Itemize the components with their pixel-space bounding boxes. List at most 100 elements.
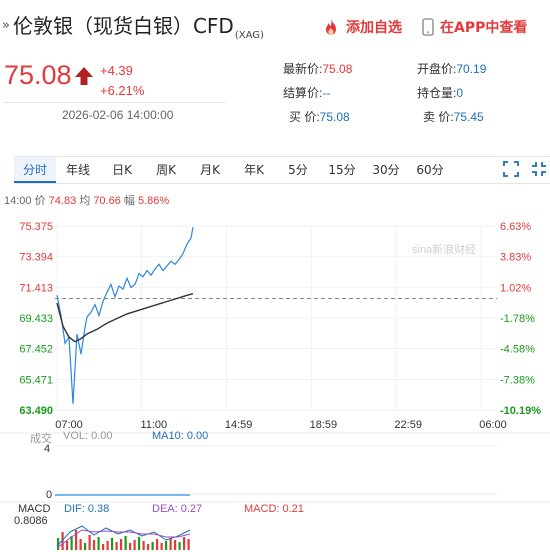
tab-15min[interactable]: 15分 [328, 163, 356, 177]
average-line [56, 293, 194, 343]
stat-open: 开盘价:70.19 [417, 60, 486, 77]
y-tick-label: 71.413 [19, 282, 53, 294]
fullscreen-icon[interactable] [502, 160, 520, 178]
y-tick-label: 73.394 [19, 252, 53, 264]
stat-latest-label: 最新价: [283, 62, 323, 76]
stat-bid-label: 买 价: [289, 110, 320, 124]
macd-bar [138, 537, 141, 550]
price-line [56, 227, 194, 404]
collapse-icon[interactable] [530, 160, 548, 178]
stat-ask: 卖 价:75.45 [423, 108, 484, 125]
chart-series [56, 227, 194, 404]
stat-latest: 最新价:75.08 [283, 60, 352, 77]
percent-axis: 6.63% 3.83% 1.02% -1.78% -4.58% -7.38% -10.19% [500, 221, 541, 417]
macd-bar [160, 543, 163, 550]
tab-yearline[interactable]: 年线 [65, 163, 90, 177]
tab-intraday[interactable]: 分时 [14, 157, 56, 183]
open-in-app-label: 在APP中查看 [440, 20, 528, 36]
change-value: +4.39 [100, 63, 133, 78]
tab-monthly-k[interactable]: 月K [200, 163, 220, 177]
stat-open-interest: 持仓量:0 [417, 84, 463, 101]
volume-vol: VOL: 0.00 [63, 430, 113, 442]
info-time: 14:00 [4, 195, 32, 207]
macd-value: MACD: 0.21 [244, 503, 304, 515]
percent-tick-label: 1.02% [500, 282, 531, 294]
arrow-up-icon [75, 67, 93, 85]
stat-bid: 买 价:75.08 [289, 108, 350, 125]
stat-ask-label: 卖 价: [423, 110, 454, 124]
info-amp-label: 幅 [123, 195, 135, 207]
chart-period-tabs: 分时 年线 日K 周K 月K 年K 5分 15分 30分 60分 [14, 156, 550, 184]
tab-5min[interactable]: 5分 [288, 163, 308, 177]
macd-bar [187, 539, 190, 550]
macd-bar [102, 544, 105, 550]
info-price: 74.83 [48, 195, 77, 207]
chart-grid [55, 225, 497, 411]
macd-bar [165, 541, 168, 550]
x-tick-label: 14:59 [225, 419, 253, 431]
macd-bar [115, 542, 118, 550]
tab-yearly-k[interactable]: 年K [244, 163, 264, 177]
x-tick-label: 22:59 [394, 419, 422, 431]
macd-bar [133, 540, 136, 550]
percent-tick-label: -1.78% [500, 313, 535, 325]
tab-60min[interactable]: 60分 [416, 163, 444, 177]
double-chevron-icon: » [2, 18, 10, 33]
macd-bar [120, 539, 123, 550]
title-text: 伦敦银（现货白银）CFD [12, 14, 234, 38]
x-tick-label: 07:00 [55, 419, 83, 431]
macd-bar [111, 538, 114, 550]
percent-tick-label: -7.38% [500, 374, 535, 386]
macd-panel [0, 501, 550, 550]
chart-watermark: sina新浪财经 [412, 242, 476, 256]
open-in-app-button[interactable]: 在APP中查看 [422, 17, 527, 37]
title-subtitle: (XAG) [234, 30, 264, 41]
macd-axis-top: 0.8086 [14, 515, 48, 527]
percent-tick-label: 3.83% [500, 252, 531, 264]
macd-bar [106, 541, 109, 550]
stat-oi-value: 0 [456, 86, 464, 100]
volume-label: 成交 [30, 433, 52, 445]
macd-bar [61, 532, 64, 550]
volume-axis-top: 4 [44, 443, 51, 455]
price-axis: 75.375 73.394 71.413 69.433 67.452 65.471 63.4… [19, 221, 53, 417]
divider [3, 102, 225, 103]
macd-bar [151, 542, 154, 550]
crosshair-info: 14:00 价 74.83 均 70.66 幅 5.86% [4, 192, 169, 208]
add-favorite-button[interactable]: 添加自选 [322, 17, 402, 37]
y-tick-label: 69.433 [19, 313, 53, 325]
y-tick-label: 67.452 [19, 344, 53, 356]
macd-bar [129, 543, 132, 550]
macd-bar [79, 539, 82, 550]
stat-oi-label: 持仓量: [417, 86, 457, 100]
current-price: 75.08 [4, 60, 72, 90]
macd-bar [156, 539, 159, 550]
change-percent: +6.21% [100, 83, 145, 98]
macd-dif: DIF: 0.38 [64, 503, 110, 515]
x-tick-label: 11:00 [140, 419, 167, 431]
flame-icon [326, 19, 336, 35]
macd-bar [142, 541, 145, 550]
tab-30min[interactable]: 30分 [372, 163, 400, 177]
macd-bar [84, 543, 87, 550]
volume-ma10: MA10: 0.00 [152, 430, 209, 442]
x-tick-label: 06:00 [479, 419, 507, 431]
percent-tick-label: -10.19% [500, 405, 541, 417]
volume-axis-bottom: 0 [46, 489, 53, 501]
add-favorite-label: 添加自选 [346, 20, 402, 36]
y-tick-label: 75.375 [19, 221, 53, 233]
stat-settle-label: 结算价: [283, 86, 323, 100]
stat-settle-value: -- [322, 86, 331, 100]
tab-daily-k[interactable]: 日K [112, 163, 132, 177]
macd-bar [66, 541, 69, 550]
tab-weekly-k[interactable]: 周K [156, 163, 176, 177]
info-avg: 70.66 [93, 195, 121, 207]
header: » 伦敦银（现货白银）CFD(XAG) 添加自选 在APP中查看 [0, 0, 550, 50]
x-tick-label: 18:59 [310, 419, 338, 431]
info-price-label: 价 [34, 195, 46, 207]
macd-bar [178, 542, 181, 550]
macd-bar [97, 537, 100, 550]
intraday-chart[interactable]: sina新浪财经 75.375 73.394 71.413 69.433 67.452 6… [0, 210, 550, 552]
time-axis: 07:00 11:00 14:59 18:59 22:59 06:00 [55, 419, 507, 431]
macd-label: MACD [18, 503, 51, 515]
